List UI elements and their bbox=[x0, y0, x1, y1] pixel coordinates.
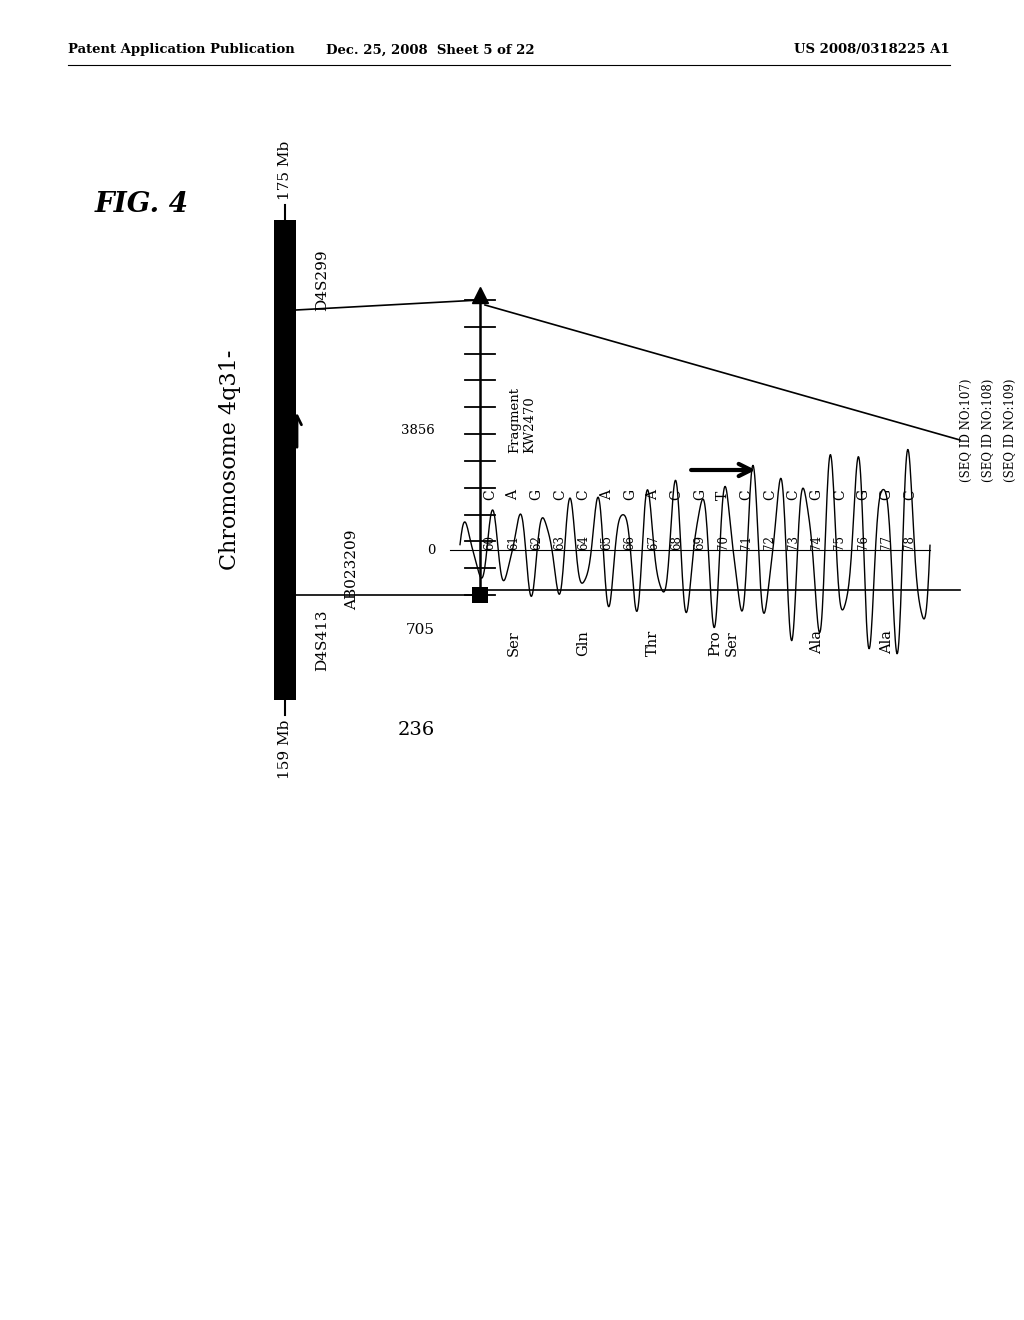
Bar bbox=[276, 586, 294, 605]
Text: 74: 74 bbox=[810, 535, 823, 550]
Text: 67: 67 bbox=[647, 535, 659, 550]
Text: 3856: 3856 bbox=[401, 424, 435, 437]
Text: FIG. 4: FIG. 4 bbox=[95, 191, 189, 219]
Text: C: C bbox=[577, 490, 590, 500]
Text: D4S413: D4S413 bbox=[315, 610, 329, 671]
Text: (SEQ ID NO:108): (SEQ ID NO:108) bbox=[982, 379, 995, 482]
Text: 159 Mb: 159 Mb bbox=[278, 719, 292, 779]
Text: 73: 73 bbox=[786, 535, 800, 550]
Text: 71: 71 bbox=[740, 535, 754, 550]
Text: 62: 62 bbox=[530, 535, 543, 550]
Text: C: C bbox=[553, 490, 567, 500]
Text: G: G bbox=[693, 488, 707, 500]
Text: Ser: Ser bbox=[506, 630, 520, 656]
Text: G: G bbox=[880, 488, 894, 500]
Text: 64: 64 bbox=[577, 535, 590, 550]
Text: 77: 77 bbox=[881, 535, 893, 550]
Text: Ala: Ala bbox=[880, 630, 894, 653]
Text: A: A bbox=[646, 490, 660, 500]
Text: C: C bbox=[763, 490, 777, 500]
Text: US 2008/0318225 A1: US 2008/0318225 A1 bbox=[795, 44, 950, 57]
Text: 70: 70 bbox=[717, 535, 730, 550]
Text: 72: 72 bbox=[764, 535, 776, 550]
Text: G: G bbox=[623, 488, 637, 500]
Text: AB023209: AB023209 bbox=[345, 529, 359, 610]
Text: (SEQ ID NO:107): (SEQ ID NO:107) bbox=[961, 379, 973, 482]
Text: 175 Mb: 175 Mb bbox=[278, 141, 292, 201]
Text: G: G bbox=[810, 488, 823, 500]
Text: D4S299: D4S299 bbox=[315, 249, 329, 310]
Bar bbox=[472, 587, 488, 603]
Text: 69: 69 bbox=[693, 535, 707, 550]
Text: Chromosome 4q31-: Chromosome 4q31- bbox=[219, 350, 241, 570]
Text: 78: 78 bbox=[903, 535, 916, 550]
Text: 61: 61 bbox=[507, 535, 520, 550]
Text: C: C bbox=[670, 490, 684, 500]
Text: Patent Application Publication: Patent Application Publication bbox=[68, 44, 295, 57]
Text: A: A bbox=[600, 490, 613, 500]
Text: 66: 66 bbox=[624, 535, 637, 550]
Text: C: C bbox=[483, 490, 497, 500]
Text: Pro
Ser: Pro Ser bbox=[709, 630, 738, 656]
Text: 68: 68 bbox=[670, 535, 683, 550]
Text: Gln: Gln bbox=[577, 630, 590, 656]
Text: C: C bbox=[903, 490, 918, 500]
Text: 76: 76 bbox=[857, 535, 869, 550]
Text: 705: 705 bbox=[406, 623, 435, 638]
Text: C: C bbox=[786, 490, 801, 500]
Text: T: T bbox=[717, 491, 730, 500]
Text: 0: 0 bbox=[427, 544, 435, 557]
Text: 60: 60 bbox=[483, 535, 497, 550]
Text: 236: 236 bbox=[397, 721, 435, 739]
Text: G: G bbox=[529, 488, 544, 500]
Text: (SEQ ID NO:109): (SEQ ID NO:109) bbox=[1004, 379, 1017, 482]
Bar bbox=[276, 301, 294, 319]
Text: G: G bbox=[856, 488, 870, 500]
Text: A: A bbox=[506, 490, 520, 500]
Text: C: C bbox=[739, 490, 754, 500]
Text: 75: 75 bbox=[834, 535, 847, 550]
Bar bbox=[274, 220, 296, 700]
Text: 65: 65 bbox=[600, 535, 613, 550]
Text: Thr: Thr bbox=[646, 630, 660, 656]
Text: Fragment
KW2470: Fragment KW2470 bbox=[508, 387, 536, 453]
Text: Ala: Ala bbox=[810, 630, 823, 653]
Text: Dec. 25, 2008  Sheet 5 of 22: Dec. 25, 2008 Sheet 5 of 22 bbox=[326, 44, 535, 57]
Text: C: C bbox=[833, 490, 847, 500]
Text: 63: 63 bbox=[554, 535, 566, 550]
